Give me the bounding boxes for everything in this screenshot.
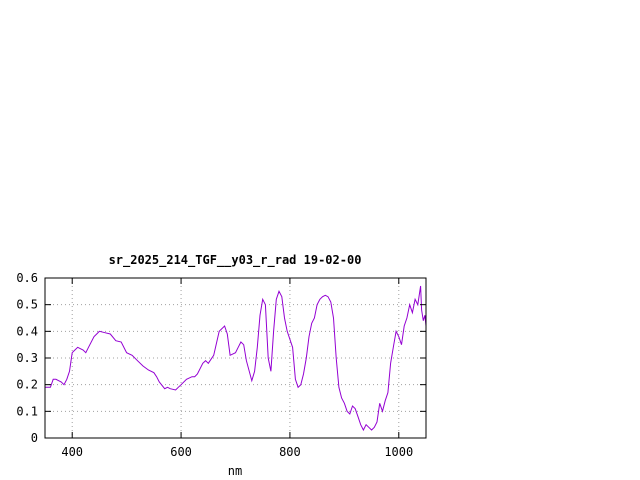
y-tick-label: 0.4 [16,324,38,338]
y-tick-label: 0 [31,431,38,445]
y-tick-label: 0.6 [16,271,38,285]
x-tick-label: 800 [279,445,301,459]
y-tick-label: 0.1 [16,404,38,418]
series-line [45,285,427,432]
y-tick-label: 0.3 [16,351,38,365]
x-axis-label: nm [228,464,242,478]
x-tick-label: 600 [170,445,192,459]
y-tick-label: 0.2 [16,378,38,392]
y-tick-label: 0.5 [16,298,38,312]
plot-frame [44,277,427,439]
grid-lines [45,278,426,438]
y-axis: 0 0.1 0.2 0.3 0.4 0.5 0.6 [16,271,426,445]
x-tick-label: 400 [61,445,83,459]
plot-series [45,285,427,432]
x-tick-label: 1000 [384,445,413,459]
x-axis: 400 600 800 1000 [61,278,413,459]
chart-title: sr_2025_214_TGF__y03_r_rad 19-02-00 [109,253,362,268]
